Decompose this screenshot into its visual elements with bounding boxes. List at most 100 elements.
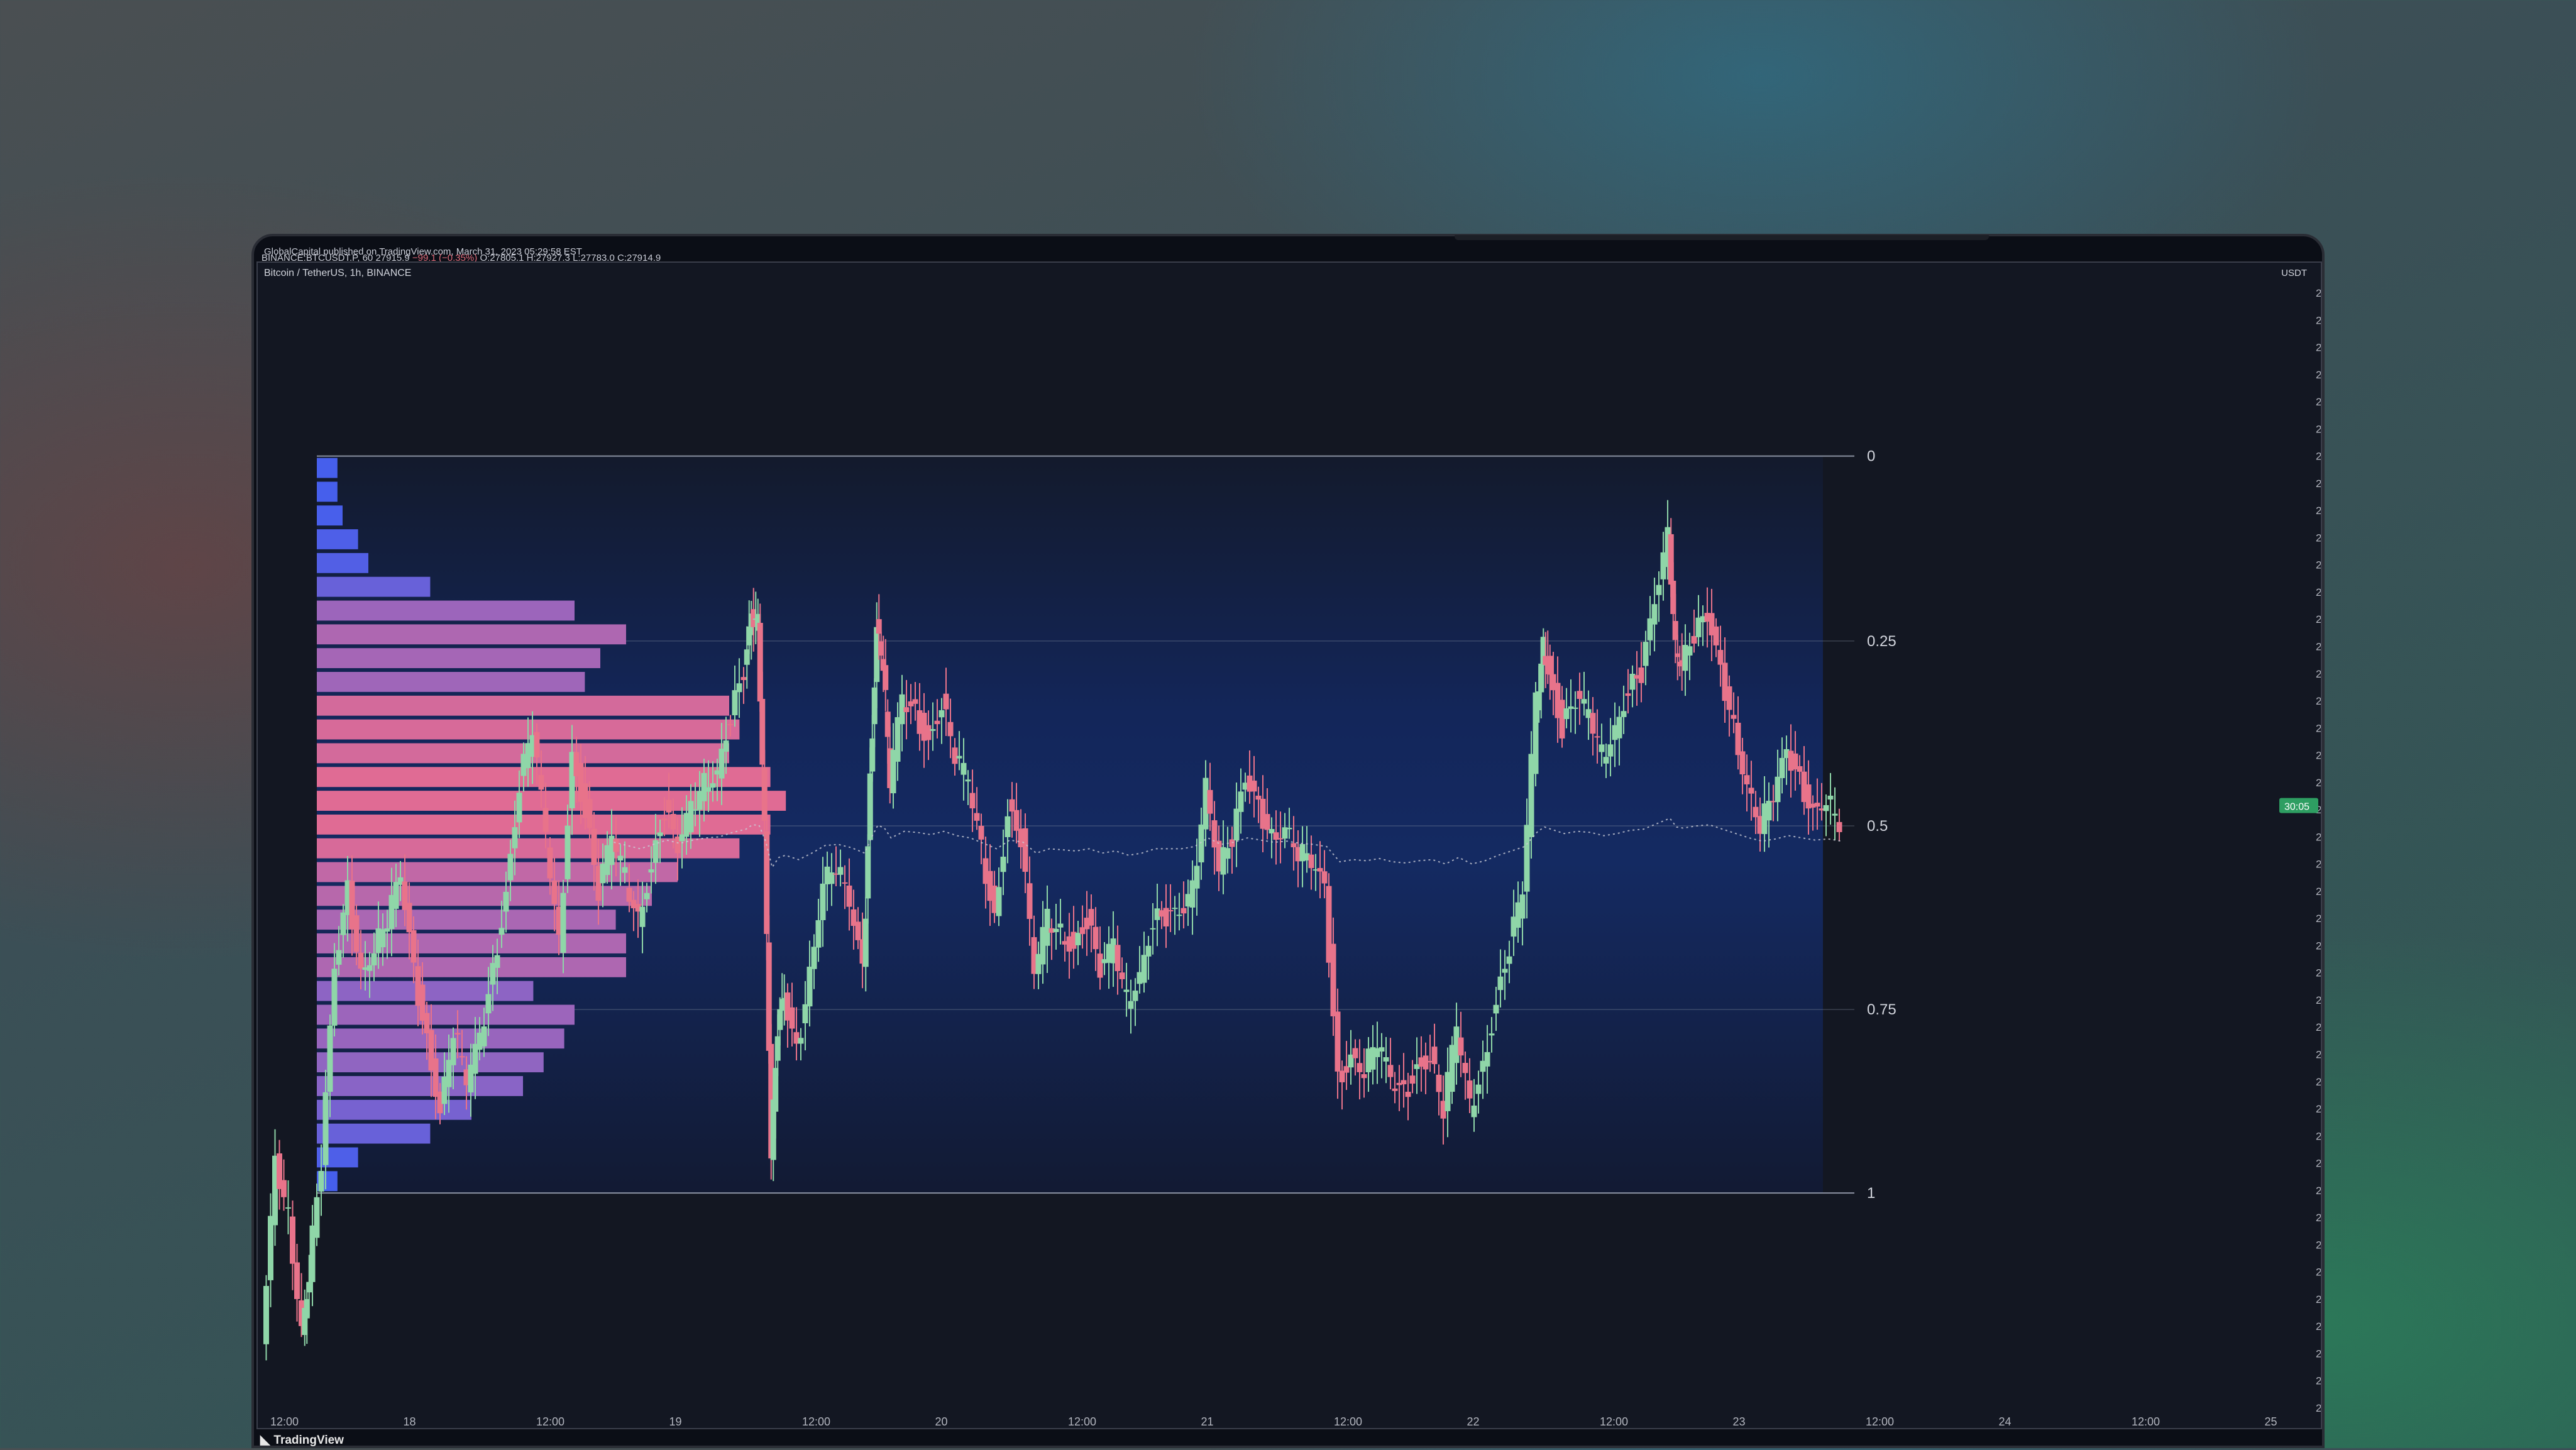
x-tick-label: 12:00 [1866, 1415, 1894, 1428]
candle-body [1453, 1026, 1460, 1063]
candle-body [1409, 1075, 1416, 1084]
candle-body [1018, 828, 1024, 847]
candle-body [1489, 1033, 1495, 1036]
candle-body [806, 967, 813, 1007]
candle-body [815, 920, 822, 948]
candle-body [710, 783, 716, 788]
volume-profile-bar [317, 1076, 523, 1096]
candle-body [1260, 798, 1266, 829]
y-tick-label: 27800.0 [2316, 831, 2321, 843]
volume-profile-bar [317, 862, 678, 882]
candle-body [573, 752, 580, 776]
candle-body [525, 743, 531, 769]
candle-body [472, 1043, 478, 1074]
volume-profile-bar [317, 600, 575, 621]
candle-body [1066, 936, 1072, 952]
candle-body [1427, 1061, 1433, 1063]
close-value: C:27914.9 [617, 253, 661, 263]
candle-body [1313, 869, 1319, 871]
candle-body [302, 1307, 308, 1336]
brand-name: TradingView [273, 1434, 344, 1447]
candle-body [1739, 751, 1746, 774]
candle-body [306, 1282, 312, 1293]
chart-frame[interactable]: 0 0.25 0.5 0.75 1 29800.0 29700.0 29600.0 29500.… [256, 261, 2322, 1429]
x-tick-label: 21 [1201, 1415, 1214, 1428]
candle-body [1269, 828, 1275, 834]
candle-body [1273, 832, 1279, 840]
candle-body [340, 912, 346, 935]
candle-body [1717, 650, 1724, 665]
x-tick-label: 12:00 [1334, 1415, 1362, 1428]
price-chart[interactable]: 0 0.25 0.5 0.75 1 29800.0 29700.0 29600.0 29500.… [258, 263, 2321, 1428]
candle-body [1418, 1057, 1424, 1067]
candle-body [1343, 1066, 1350, 1073]
candle-body [331, 969, 338, 1026]
candle-body [1027, 883, 1033, 920]
x-tick-label: 24 [1999, 1415, 2012, 1428]
candle-body [1770, 801, 1776, 803]
candle-body [1493, 1004, 1499, 1014]
ohlc-line: BINANCE:BTCUSDT.P, 60 27915.9 −99.1 (−0.… [261, 253, 661, 263]
candle-body [1616, 717, 1622, 739]
y-tick-label: 27700.0 [2316, 859, 2321, 871]
candle-body [987, 871, 993, 901]
candle-body [652, 840, 659, 863]
candle-body [1547, 656, 1553, 675]
candle-body [1057, 923, 1064, 928]
candle-body [1471, 1106, 1477, 1118]
candle-body [1304, 853, 1310, 861]
vwap-line [614, 817, 1842, 869]
candle-body [1555, 683, 1561, 718]
price-axis-unit: USDT [2281, 268, 2307, 278]
price-change: −99.1 (−0.35%) [412, 253, 478, 263]
candle-body [1709, 613, 1715, 635]
candle-body [683, 813, 690, 837]
candle-body [1299, 843, 1306, 862]
candle-body [837, 867, 844, 875]
candle-body [1167, 910, 1174, 912]
candle-body [595, 865, 602, 901]
candle-body [824, 866, 830, 884]
candle-body [894, 717, 901, 762]
candle-body [912, 699, 918, 704]
candle-body [1511, 916, 1517, 937]
candle-body [1251, 781, 1257, 792]
candle-body [1075, 933, 1081, 945]
candle-body [490, 963, 496, 985]
y-tick-label: 26000.0 [2316, 1321, 2321, 1332]
candle-body [1005, 816, 1011, 837]
candle-body [1458, 1037, 1464, 1056]
candle-body [1805, 784, 1812, 809]
candle-body [960, 762, 967, 775]
candle-body [375, 928, 382, 953]
candle-body [751, 609, 757, 627]
volume-profile-bar [317, 481, 338, 502]
fib-label-0.5: 0.5 [1867, 818, 1888, 835]
candle-body [1317, 868, 1323, 872]
y-tick-label: 25900.0 [2316, 1348, 2321, 1359]
volume-profile-bar [317, 505, 343, 526]
candle-body [446, 1060, 452, 1087]
candle-body [943, 693, 949, 710]
candle-body [1480, 1060, 1486, 1072]
candle-body [1123, 989, 1130, 992]
candle-body [1101, 959, 1108, 964]
candle-body [1321, 871, 1328, 884]
y-tick-label: 28700.0 [2316, 586, 2321, 598]
publish-text: published on TradingView.com, March 31, … [323, 246, 582, 257]
candle-body [773, 1068, 779, 1112]
y-tick-label: 26100.0 [2316, 1293, 2321, 1305]
candle-body [996, 887, 1002, 916]
candle-body [1449, 1045, 1455, 1092]
candle-body [272, 1155, 278, 1226]
candle-body [934, 720, 940, 725]
volume-profile-bar [317, 886, 652, 906]
candle-body [366, 965, 373, 971]
candle-body [828, 872, 835, 884]
y-tick-label: 28500.0 [2316, 640, 2321, 652]
candle-body [1374, 1048, 1380, 1057]
x-tick-label: 18 [404, 1415, 416, 1428]
candle-body [1365, 1048, 1372, 1072]
candle-body [1401, 1080, 1407, 1085]
candle-body [793, 1032, 800, 1044]
